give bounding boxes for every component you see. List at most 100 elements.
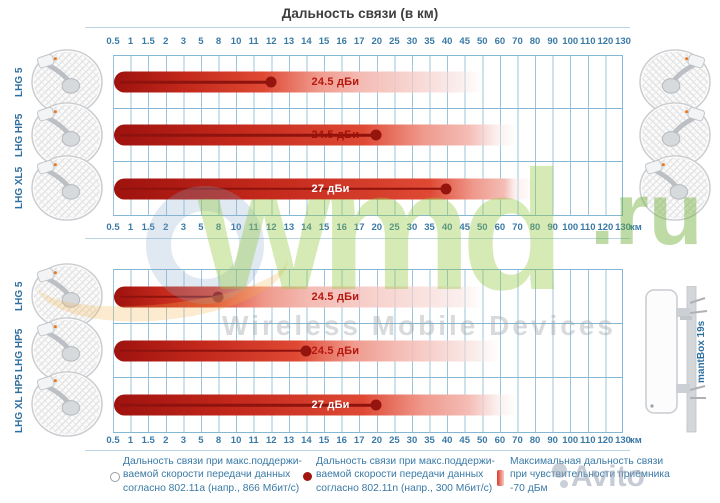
axis-tick-label: 25: [389, 222, 400, 233]
chart-row: 27 дБи: [113, 162, 622, 215]
range-bar: [114, 71, 622, 93]
axis-tick-label: 90: [547, 36, 558, 47]
axis-tick-label: 15: [318, 435, 330, 446]
axis-tick-label: 25: [389, 36, 400, 47]
range-bar: [114, 340, 622, 361]
gain-label: 27 дБи: [311, 182, 350, 195]
divider-middle: [85, 238, 630, 239]
legend-text-line: согласно 802.11n (напр., 300 Мбит/с): [316, 482, 493, 494]
range-line: [120, 133, 377, 137]
legend-text-line: при чувствительности приёмника: [510, 469, 670, 481]
legend-marker-gradient-bar-icon: [497, 470, 504, 486]
axis-tick-label: 130: [615, 435, 631, 446]
legend-text-line: ваемой скорости передачи данных: [123, 469, 291, 481]
axis-tick-label: 3: [180, 435, 186, 446]
axis-tick-label: 20: [371, 222, 383, 233]
range-dot-80211n: [265, 76, 277, 88]
axis-tick-label: 30: [406, 435, 418, 446]
mantbox-label: mantBox 19s: [696, 320, 707, 384]
axis-tick-label: 90: [547, 222, 558, 233]
axis-tick-label: 120: [597, 36, 614, 47]
legend-item: Максимальная дальность связи при чувствит…: [497, 455, 670, 495]
range-line: [120, 295, 219, 298]
axis-tick-label: 5: [198, 435, 204, 446]
axis-tick-label: 80: [529, 222, 541, 233]
axis-tick-label: 60: [494, 222, 506, 233]
axis-tick-label: 50: [477, 36, 488, 47]
axis-tick-label: 130: [615, 222, 631, 233]
axis-tick-label: 15: [318, 222, 330, 233]
gain-label: 24.5 дБи: [311, 76, 360, 88]
axis-tick-label: 60: [494, 36, 506, 47]
axis-tick-label: 30: [406, 36, 418, 47]
axis-tick-label: 45: [459, 435, 471, 446]
axis-tick-label: 8: [215, 435, 222, 446]
axis-tick-label: 16: [336, 36, 347, 47]
axis-tick-label: 30: [406, 222, 418, 233]
gain-label: 24.5 дБи: [311, 129, 360, 141]
axis-tick-label: 11: [248, 435, 259, 446]
legend-text-line: Максимальная дальность связи: [510, 456, 664, 467]
axis-tick-label: 1.5: [141, 36, 155, 47]
axis-tick-label: 11: [248, 222, 259, 233]
chart-grid-1: 24.5 дБи 24.5 дБи 27 дБи: [113, 55, 623, 216]
axis-tick-label: 17: [353, 222, 365, 233]
legend-text-line: Дальность связи при макс.поддержи-: [123, 456, 302, 467]
legend-marker-circle-filled-icon: [303, 472, 312, 481]
axis-tick-label: 2: [163, 222, 169, 233]
axis-tick-label: 50: [477, 222, 488, 233]
axis-tick-label: 20: [371, 435, 383, 446]
axis-tick-label: 100: [562, 36, 579, 47]
chart-row: 24.5 дБи: [113, 324, 622, 378]
axis-top: 0.5 1 1.5 2 3 5 8 10 11 12 13 14 15 16 17 20 25 30 35 40 45 5…: [106, 36, 631, 48]
lhg-dish-antenna-image: [28, 370, 106, 438]
axis-tick-label: 90: [547, 435, 558, 446]
axis-unit-label: км: [630, 435, 642, 446]
axis-tick-label: 11: [248, 36, 259, 47]
range-line: [120, 403, 377, 407]
lhg-dish-antenna-image: [28, 154, 106, 222]
axis-tick-label: 0.5: [106, 435, 120, 446]
axis-unit-label: км: [630, 222, 642, 233]
legend-text-line: Дальность связи при макс.поддержи-: [316, 456, 495, 467]
axis-tick-label: 2: [163, 435, 169, 446]
axis-tick-label: 3: [180, 222, 186, 233]
legend-text-line: согласно 802.11a (напр., 866 Мбит/с): [123, 482, 300, 494]
axis-tick-label: 35: [424, 222, 435, 233]
range-line: [120, 349, 307, 352]
axis-tick-label: 5: [198, 222, 204, 233]
chart-title: Дальность связи (в км): [281, 6, 439, 21]
axis-tick-label: 20: [371, 36, 383, 47]
axis-middle: 0.5 1 1.5 2 3 5 8 10 11 12 13 14 15 16 17 20 25 30 35 40 45 5…: [106, 222, 641, 234]
legend-item: Дальность связи при макс.поддержи-ваемой…: [303, 455, 495, 495]
axis-tick-label: 100: [562, 435, 579, 446]
chart-row: 24.5 дБи: [113, 109, 622, 162]
axis-tick-label: 13: [283, 36, 295, 47]
axis-tick-label: 130: [615, 36, 631, 47]
range-dot-80211n: [370, 129, 382, 141]
axis-tick-label: 13: [283, 222, 295, 233]
chart-grid-2: 24.5 дБи 24.5 дБи 27 дБи: [113, 269, 623, 433]
axis-tick-label: 70: [512, 36, 523, 47]
axis-tick-label: 16: [336, 222, 347, 233]
axis-tick-label: 14: [301, 36, 312, 47]
divider-top: [85, 27, 630, 28]
axis-tick-label: 14: [301, 222, 312, 233]
axis-tick-label: 12: [265, 36, 277, 47]
axis-tick-label: 10: [230, 36, 242, 47]
range-bar: [114, 286, 622, 307]
device-label: LHG XL5: [14, 166, 25, 209]
axis-tick-label: 12: [265, 222, 277, 233]
axis-tick-label: 10: [230, 435, 242, 446]
axis-tick-label: 45: [459, 36, 471, 47]
axis-tick-label: 40: [441, 36, 453, 47]
axis-tick-label: 2: [163, 36, 169, 47]
legend-item: Дальность связи при макс.поддержи-ваемой…: [110, 455, 302, 495]
axis-tick-label: 110: [580, 36, 596, 47]
chart-row: 24.5 дБи: [113, 270, 622, 324]
range-line: [120, 80, 271, 84]
gain-label: 27 дБи: [311, 399, 350, 411]
chart-row: 24.5 дБи: [113, 56, 622, 109]
axis-tick-label: 16: [336, 435, 347, 446]
axis-tick-label: 10: [230, 222, 242, 233]
